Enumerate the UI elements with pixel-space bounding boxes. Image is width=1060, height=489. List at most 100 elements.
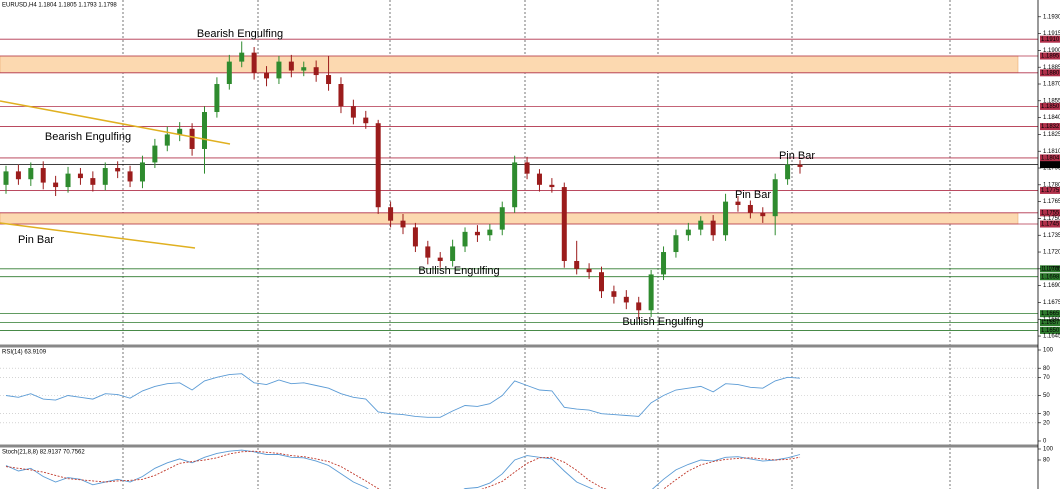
annotation: Pin Bar [779,150,815,162]
level-tag [1040,265,1060,273]
candle-body [499,207,505,230]
y-tick-label: 1.1675 [1043,300,1060,306]
level-label: 1.1657 [1041,320,1060,326]
candle-body [723,201,729,236]
level-label: 1.1895 [1041,54,1060,60]
candle-body [375,123,381,208]
indicator-line [5,450,801,489]
stoch-header: Stoch(21,8,8) 82.9137 70.7562 [2,450,85,456]
level-label: 1.1850 [1041,104,1060,110]
candle-body [115,168,121,172]
level-label: 1.1745 [1041,222,1060,228]
level-tag [1040,102,1060,110]
level-tag [1040,69,1060,77]
y-tick-label: 1.1855 [1043,98,1060,104]
candle-body [450,246,456,261]
zone [0,55,1019,74]
candle-body [412,227,418,247]
y-tick-label: 80 [1043,366,1050,372]
candle-body [276,61,282,79]
candle-body [685,229,691,236]
candle-body [772,179,778,217]
y-tick-label: 1.1885 [1043,65,1060,71]
candle-body [512,162,518,208]
level-tag [1040,154,1060,162]
candle-body [313,67,319,76]
level-tag [1040,310,1060,318]
level-label: 1.1798 [1041,162,1060,168]
y-tick-label: 1.1825 [1043,132,1060,138]
annotation: Bullish Engulfing [418,265,499,277]
candle-body [524,162,530,174]
y-tick-label: 100 [1043,348,1054,354]
candle-body [90,178,96,185]
y-tick-label: 1.1705 [1043,266,1060,272]
candle-body [747,204,753,213]
y-tick-label: 1.1735 [1043,233,1060,239]
y-tick-label: 1.1915 [1043,31,1060,37]
y-tick-label: 1.1780 [1043,182,1060,188]
level-label: 1.1775 [1041,188,1060,194]
candle-body [326,75,332,85]
candle-body [77,173,83,179]
level-label: 1.1755 [1041,210,1060,216]
y-tick-label: 1.1900 [1043,48,1060,54]
y-tick-label: 1.1660 [1043,317,1060,323]
candle-body [648,274,654,311]
candle-body [735,201,741,205]
candle-body [239,52,245,62]
zone [0,212,1019,225]
level-label: 1.1910 [1041,37,1060,43]
level-tag [1040,161,1060,169]
candle-body [797,164,803,167]
level-tag [1040,273,1060,281]
candle-body [127,171,133,182]
level-label: 1.1804 [1041,156,1060,162]
level-tag [1040,123,1060,131]
candle-body [698,220,704,230]
candle-body [139,162,145,182]
y-tick-label: 20 [1043,420,1050,426]
level-tag [1040,326,1060,334]
level-tag [1040,220,1060,228]
candle-body [574,260,580,269]
level-label: 1.1665 [1041,311,1060,317]
annotation: Bullish Engulfing [622,316,703,328]
candle-body [164,134,170,146]
candle-body [288,61,294,71]
candle-body [710,220,716,236]
y-tick-label: 1.1810 [1043,149,1060,155]
y-tick-label: 1.1645 [1043,334,1060,340]
level-label: 1.1880 [1041,70,1060,76]
rsi-header: RSI(14) 63.9109 [2,350,47,356]
level-tag [1040,319,1060,327]
candle-body [152,145,158,163]
level-label: 1.1832 [1041,124,1060,130]
level-label: 1.1650 [1041,328,1060,334]
y-tick-label: 1.1795 [1043,166,1060,172]
y-tick-label: 1.1765 [1043,199,1060,205]
y-tick-label: 1.1840 [1043,115,1060,121]
candle-body [350,106,356,118]
candle-body [549,184,555,188]
candle-body [53,182,59,188]
candle-body [177,128,183,135]
indicator-line [5,373,801,418]
candle-body [487,229,493,236]
candle-body [400,220,406,228]
candle-body [611,291,617,297]
symbol-header: EURUSD,H4 1.1804 1.1805 1.1793 1.1798 [2,3,117,9]
annotation: Bearish Engulfing [197,28,283,40]
candle-body [623,296,629,303]
annotation: Bearish Engulfing [45,131,131,143]
vertical-grid [122,0,951,489]
candle-body [586,268,592,273]
y-tick-label: 70 [1043,375,1050,381]
y-tick-label: 30 [1043,411,1050,417]
y-tick-label: 1.1690 [1043,283,1060,289]
candle-body [338,84,344,107]
trend-line [0,100,231,145]
candle-body [189,128,195,149]
candle-body [536,173,542,185]
level-tag [1040,209,1060,217]
